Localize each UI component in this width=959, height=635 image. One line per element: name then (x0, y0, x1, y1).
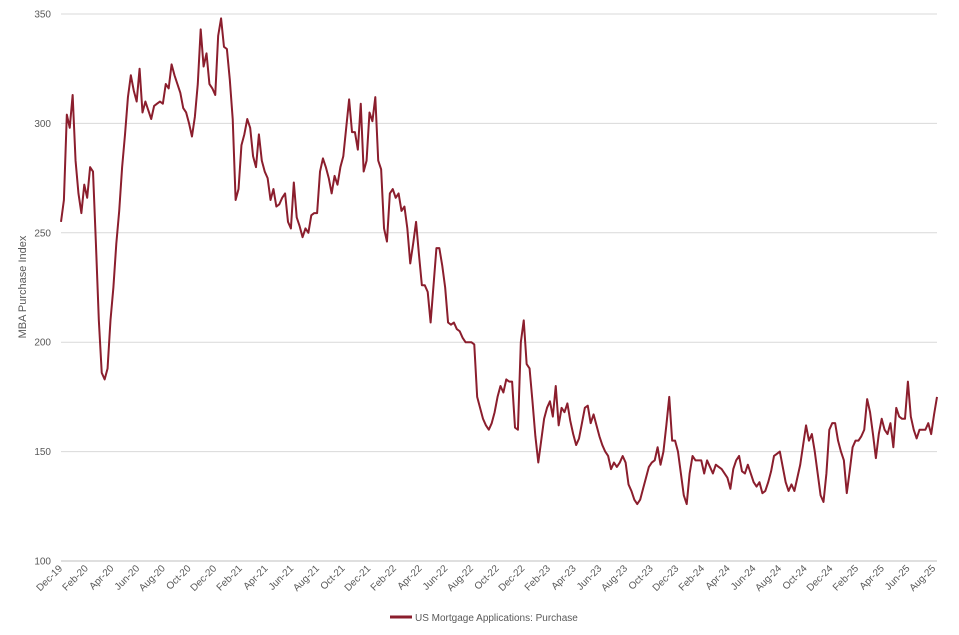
y-axis-title: MBA Purchase Index (17, 235, 29, 338)
x-tick-label: Aug-25 (908, 563, 939, 594)
x-tick-label: Apr-23 (550, 563, 579, 592)
x-tick-label: Dec-21 (343, 563, 374, 594)
x-tick-label: Aug-21 (291, 563, 322, 594)
x-tick-label: Feb-25 (831, 563, 861, 593)
x-tick-label: Feb-24 (677, 563, 707, 593)
y-tick-label: 150 (34, 447, 51, 458)
gridlines (61, 13, 937, 562)
x-tick-label: Aug-22 (445, 563, 476, 594)
x-axis: Dec-19Feb-20Apr-20Jun-20Aug-20Oct-20Dec-… (35, 560, 939, 594)
x-tick-label: Feb-21 (215, 563, 245, 593)
x-tick-label: Dec-19 (35, 563, 66, 594)
x-tick-label: Apr-24 (704, 563, 733, 592)
legend: US Mortgage Applications: Purchase (390, 613, 578, 624)
x-tick-label: Dec-22 (497, 563, 528, 594)
series-line (60, 17, 938, 506)
x-tick-label: Aug-20 (137, 563, 168, 594)
series-group (60, 17, 938, 506)
x-tick-label: Apr-25 (858, 563, 887, 592)
x-tick-label: Aug-23 (599, 563, 630, 594)
x-tick-label: Feb-22 (369, 563, 399, 593)
x-tick-label: Apr-21 (242, 563, 271, 592)
legend-label: US Mortgage Applications: Purchase (415, 613, 578, 624)
x-tick-label: Apr-20 (87, 563, 116, 592)
x-tick-label: Feb-20 (61, 563, 91, 593)
x-tick-label: Feb-23 (523, 563, 553, 593)
y-tick-label: 250 (34, 228, 51, 239)
x-tick-label: Apr-22 (396, 563, 425, 592)
x-tick-label: Aug-24 (753, 563, 784, 594)
y-tick-label: 350 (34, 10, 51, 21)
x-tick-label: Dec-24 (805, 563, 836, 594)
y-axis-ticks: 100 150 200 250 300 350 (34, 10, 51, 568)
x-tick-label: Dec-20 (189, 563, 220, 594)
y-tick-label: 100 (34, 557, 51, 568)
y-tick-label: 200 (34, 338, 51, 349)
x-tick-label: Dec-23 (651, 563, 682, 594)
y-tick-label: 300 (34, 119, 51, 130)
